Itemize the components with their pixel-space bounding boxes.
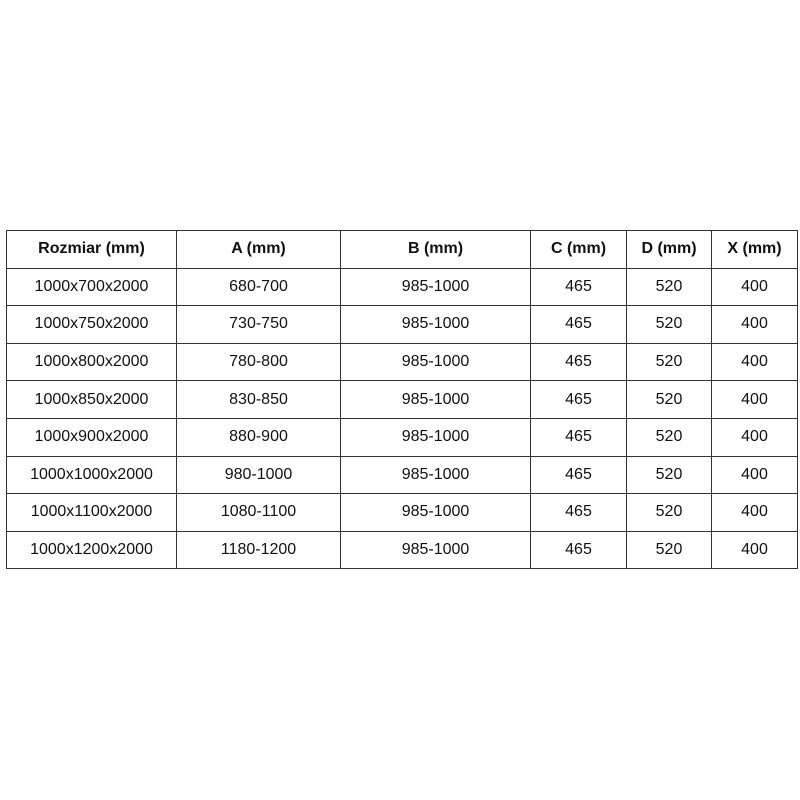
- cell-b: 985-1000: [340, 493, 531, 532]
- cell-b: 985-1000: [340, 305, 531, 344]
- cell-d: 520: [626, 530, 712, 570]
- cell-c: 465: [530, 455, 627, 495]
- table-row: 1000x700x2000 680-700 985-1000 465 520 400: [6, 267, 798, 307]
- column-header-size: Rozmiar (mm): [6, 230, 177, 269]
- header-row: Rozmiar (mm) A (mm) B (mm) C (mm) D (mm) X (m…: [6, 230, 798, 269]
- cell-d: 520: [626, 493, 712, 532]
- cell-x: 400: [711, 530, 798, 570]
- cell-c: 465: [530, 342, 627, 382]
- cell-x: 400: [711, 342, 798, 382]
- cell-b: 985-1000: [340, 380, 531, 419]
- cell-d: 520: [626, 342, 712, 382]
- cell-a: 780-800: [176, 342, 341, 382]
- cell-b: 985-1000: [340, 530, 531, 570]
- cell-c: 465: [530, 305, 627, 344]
- cell-size: 1000x900x2000: [6, 417, 177, 457]
- cell-x: 400: [711, 455, 798, 495]
- cell-c: 465: [530, 493, 627, 532]
- cell-x: 400: [711, 380, 798, 419]
- cell-c: 465: [530, 267, 627, 307]
- cell-a: 980-1000: [176, 455, 341, 495]
- cell-b: 985-1000: [340, 342, 531, 382]
- table-row: 1000x1100x2000 1080-1100 985-1000 465 520 400: [6, 493, 798, 532]
- cell-b: 985-1000: [340, 267, 531, 307]
- cell-d: 520: [626, 380, 712, 419]
- cell-x: 400: [711, 493, 798, 532]
- cell-a: 730-750: [176, 305, 341, 344]
- table-row: 1000x900x2000 880-900 985-1000 465 520 400: [6, 417, 798, 457]
- cell-a: 680-700: [176, 267, 341, 307]
- cell-size: 1000x750x2000: [6, 305, 177, 344]
- cell-d: 520: [626, 305, 712, 344]
- cell-a: 1180-1200: [176, 530, 341, 570]
- column-header-d: D (mm): [626, 230, 712, 269]
- column-header-b: B (mm): [340, 230, 531, 269]
- cell-a: 1080-1100: [176, 493, 341, 532]
- cell-size: 1000x850x2000: [6, 380, 177, 419]
- table-row: 1000x1000x2000 980-1000 985-1000 465 520 400: [6, 455, 798, 495]
- cell-c: 465: [530, 417, 627, 457]
- cell-size: 1000x700x2000: [6, 267, 177, 307]
- cell-x: 400: [711, 305, 798, 344]
- cell-size: 1000x800x2000: [6, 342, 177, 382]
- cell-d: 520: [626, 267, 712, 307]
- cell-b: 985-1000: [340, 455, 531, 495]
- cell-a: 830-850: [176, 380, 341, 419]
- table-row: 1000x800x2000 780-800 985-1000 465 520 400: [6, 342, 798, 382]
- column-header-c: C (mm): [530, 230, 627, 269]
- table-row: 1000x1200x2000 1180-1200 985-1000 465 520 400: [6, 530, 798, 570]
- cell-b: 985-1000: [340, 417, 531, 457]
- cell-size: 1000x1200x2000: [6, 530, 177, 570]
- cell-a: 880-900: [176, 417, 341, 457]
- cell-c: 465: [530, 380, 627, 419]
- column-header-a: A (mm): [176, 230, 341, 269]
- column-header-x: X (mm): [711, 230, 798, 269]
- cell-d: 520: [626, 417, 712, 457]
- dimensions-table: Rozmiar (mm) A (mm) B (mm) C (mm) D (mm) X (m…: [6, 230, 798, 570]
- table-row: 1000x750x2000 730-750 985-1000 465 520 400: [6, 305, 798, 344]
- cell-d: 520: [626, 455, 712, 495]
- cell-size: 1000x1000x2000: [6, 455, 177, 495]
- cell-size: 1000x1100x2000: [6, 493, 177, 532]
- cell-x: 400: [711, 417, 798, 457]
- cell-c: 465: [530, 530, 627, 570]
- table-row: 1000x850x2000 830-850 985-1000 465 520 400: [6, 380, 798, 419]
- cell-x: 400: [711, 267, 798, 307]
